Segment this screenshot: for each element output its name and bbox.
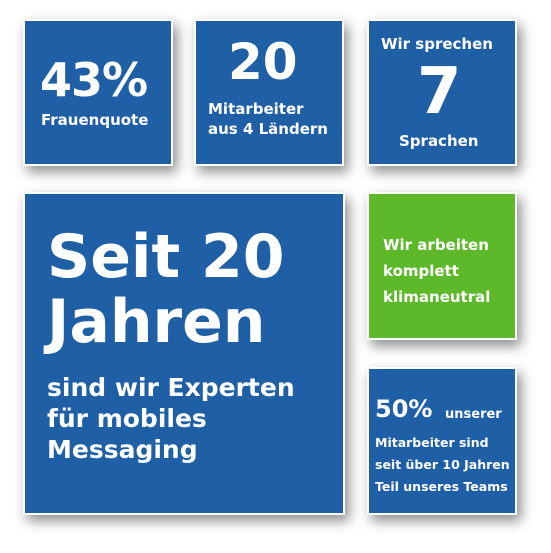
employees-tile: 20 Mitarbeiter aus 4 Ländern	[194, 19, 344, 166]
retention-line2: seit über 10 Jahren	[375, 457, 510, 472]
retention-text: Mitarbeiter sind seit über 10 Jahren Tei…	[375, 432, 517, 498]
experience-headline-line1: Seit 20	[47, 222, 285, 292]
climate-neutral-text: Wir arbeiten komplett klimaneutral	[383, 232, 515, 310]
employees-label-line1: Mitarbeiter	[208, 100, 304, 118]
experience-subtext-line2: für mobiles	[47, 404, 207, 433]
retention-value: 50%	[375, 395, 433, 423]
experience-headline-line2: Jahren	[47, 287, 266, 357]
experience-subtext-line1: sind wir Experten	[47, 373, 295, 402]
retention-tile: 50% unserer Mitarbeiter sind seit über 1…	[367, 367, 517, 515]
women-quota-value: 43%	[40, 53, 148, 107]
retention-line3: Teil unseres Teams	[375, 479, 508, 494]
retention-suffix: unserer	[445, 407, 502, 422]
climate-line3: klimaneutral	[383, 288, 491, 306]
languages-value: 7	[417, 55, 462, 129]
climate-line1: Wir arbeiten	[383, 236, 489, 254]
women-quota-label: Frauenquote	[41, 111, 149, 129]
climate-neutral-tile: Wir arbeiten komplett klimaneutral	[367, 192, 517, 340]
languages-top-text: Wir sprechen	[381, 35, 493, 53]
employees-label: Mitarbeiter aus 4 Ländern	[208, 99, 328, 139]
women-quota-tile: 43% Frauenquote	[23, 19, 173, 166]
employees-label-line2: aus 4 Ländern	[208, 120, 328, 138]
employees-value: 20	[228, 33, 298, 91]
retention-line1: Mitarbeiter sind	[375, 435, 489, 450]
languages-bottom-text: Sprachen	[399, 132, 479, 150]
experience-subtext: sind wir Experten für mobiles Messaging	[47, 372, 337, 465]
climate-line2: komplett	[383, 262, 459, 280]
experience-subtext-line3: Messaging	[47, 435, 198, 464]
languages-tile: Wir sprechen 7 Sprachen	[367, 19, 517, 166]
experience-tile: Seit 20 Jahren sind wir Experten für mob…	[23, 192, 345, 515]
